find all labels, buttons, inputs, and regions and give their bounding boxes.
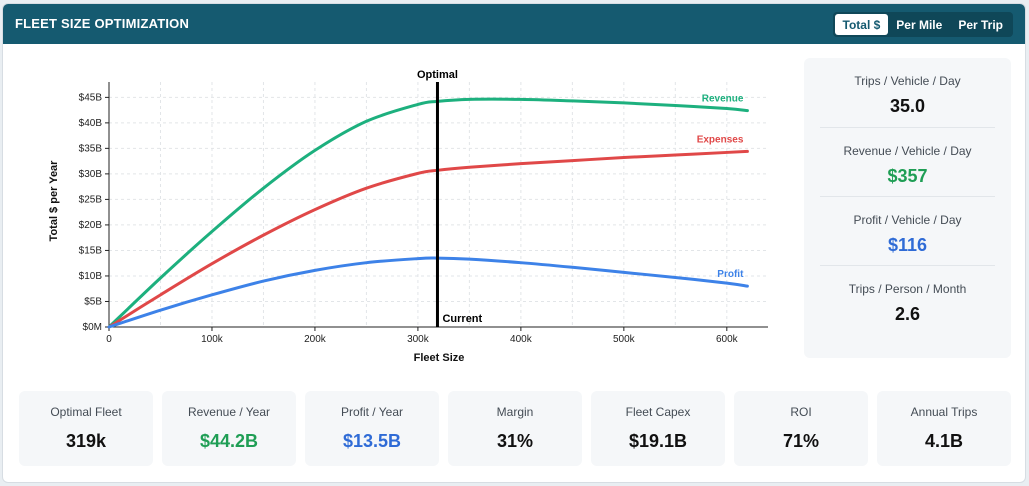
chart-ticks: $0M $5B $10B $15B $20B $25B $30B $35B $40B $45B 0 1… [79, 92, 739, 345]
kpi-label: Annual Trips [910, 405, 978, 419]
series-label-expenses: Expenses [697, 134, 744, 145]
kpi-value: $44.2B [199, 431, 259, 451]
kpi-fleet-capex: Fleet Capex $19.1B [591, 391, 725, 466]
optimal-label: Optimal [417, 69, 458, 81]
side-stats-card: Trips / Vehicle / Day 35.0 Revenue / Veh… [804, 58, 1011, 358]
series-label-revenue: Revenue [702, 94, 744, 105]
kpi-label: Optimal Fleet [50, 405, 122, 419]
kpi-value: 4.1B [924, 431, 964, 451]
kpi-annual-trips: Annual Trips 4.1B [877, 391, 1011, 466]
kpi-value: $13.5B [342, 431, 402, 451]
y-tick-label: $40B [79, 118, 103, 129]
x-tick-label: 100k [201, 334, 224, 345]
stat-value: 2.6 [894, 304, 921, 324]
stat-trips-vehicle-day: Trips / Vehicle / Day 35.0 [820, 58, 995, 127]
stat-label: Revenue / Vehicle / Day [843, 144, 972, 158]
kpi-profit-year: Profit / Year $13.5B [305, 391, 439, 466]
kpi-optimal-fleet: Optimal Fleet 319k [19, 391, 153, 466]
kpi-value: $19.1B [628, 431, 688, 451]
series-label-profit: Profit [717, 269, 744, 280]
kpi-label: Revenue / Year [187, 405, 271, 419]
x-tick-label: 600k [716, 334, 739, 345]
y-axis-label: Total $ per Year [48, 160, 60, 242]
toggle-per-trip-button[interactable]: Per Trip [950, 14, 1011, 35]
current-label: Current [442, 313, 482, 325]
fleet-size-panel: FLEET SIZE OPTIMIZATION Total $ Per Mile… [2, 3, 1026, 483]
toggle-total-button[interactable]: Total $ [834, 14, 889, 35]
y-tick-label: $10B [79, 271, 103, 282]
panel-header: FLEET SIZE OPTIMIZATION Total $ Per Mile… [3, 4, 1025, 44]
stat-value: 35.0 [889, 96, 926, 116]
y-tick-label: $35B [79, 143, 103, 154]
kpi-label: Margin [496, 405, 534, 419]
stat-value: $116 [887, 235, 928, 255]
y-tick-label: $0M [83, 322, 102, 333]
y-tick-label: $5B [84, 296, 102, 307]
fleet-chart: $0M $5B $10B $15B $20B $25B $30B $35B $40B $45B 0 1… [48, 69, 768, 364]
stat-value: $357 [887, 166, 928, 186]
x-tick-label: 200k [304, 334, 327, 345]
kpi-revenue-year: Revenue / Year $44.2B [162, 391, 296, 466]
chart-lines: Revenue Expenses Profit [107, 94, 749, 329]
y-tick-label: $30B [79, 169, 103, 180]
kpi-value: 319k [65, 431, 107, 451]
x-tick-label: 300k [407, 334, 430, 345]
y-tick-label: $15B [79, 245, 103, 256]
kpi-label: Fleet Capex [625, 405, 691, 419]
x-tick-label: 400k [510, 334, 533, 345]
stat-revenue-vehicle-day: Revenue / Vehicle / Day $357 [820, 127, 995, 196]
stat-trips-person-month: Trips / Person / Month 2.6 [820, 265, 995, 334]
kpi-value: 71% [782, 431, 820, 451]
y-tick-label: $20B [79, 220, 103, 231]
kpi-label: Profit / Year [340, 405, 404, 419]
panel-title: FLEET SIZE OPTIMIZATION [15, 16, 190, 31]
chart-annotations: Optimal Current [417, 69, 483, 327]
stat-label: Trips / Person / Month [848, 282, 967, 296]
y-tick-label: $45B [79, 92, 103, 103]
kpi-roi: ROI 71% [734, 391, 868, 466]
stat-label: Profit / Vehicle / Day [853, 213, 962, 227]
x-tick-label: 0 [106, 334, 112, 345]
stat-profit-vehicle-day: Profit / Vehicle / Day $116 [820, 196, 995, 265]
x-tick-label: 500k [613, 334, 636, 345]
stat-label: Trips / Vehicle / Day [854, 74, 961, 88]
kpi-label: ROI [790, 405, 812, 419]
y-tick-label: $25B [79, 194, 103, 205]
metric-toggle: Total $ Per Mile Per Trip [832, 12, 1013, 37]
kpi-value: 31% [496, 431, 534, 451]
chart-area: $0M $5B $10B $15B $20B $25B $30B $35B $40B $45B 0 1… [3, 48, 793, 378]
x-axis-label: Fleet Size [414, 352, 465, 364]
toggle-per-mile-button[interactable]: Per Mile [888, 14, 950, 35]
kpi-margin: Margin 31% [448, 391, 582, 466]
series-line-revenue [107, 97, 749, 329]
